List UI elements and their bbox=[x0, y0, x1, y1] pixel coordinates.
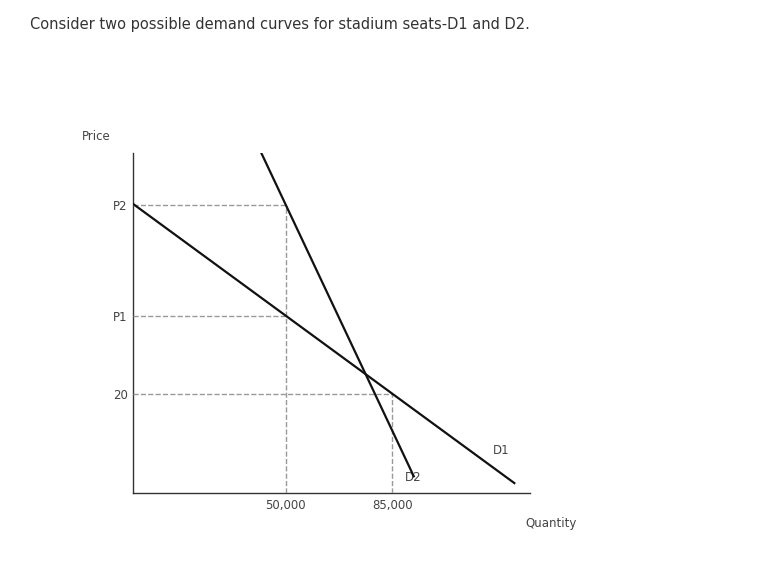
Text: Consider two possible demand curves for stadium seats-D1 and D2.: Consider two possible demand curves for … bbox=[30, 17, 530, 32]
Text: Price: Price bbox=[82, 130, 110, 143]
Text: D2: D2 bbox=[405, 471, 421, 484]
Text: D1: D1 bbox=[493, 445, 510, 457]
Text: Quantity: Quantity bbox=[526, 517, 577, 530]
